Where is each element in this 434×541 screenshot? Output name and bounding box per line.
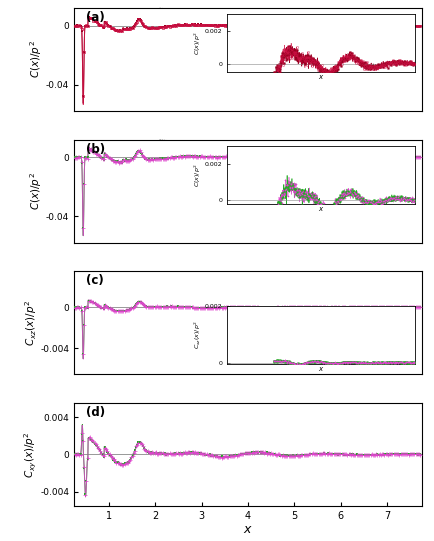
X-axis label: $x$: $x$ xyxy=(243,524,252,537)
Y-axis label: $C(x)/p^2$: $C(x)/p^2$ xyxy=(29,41,44,78)
Y-axis label: $C_{xy}(x)/p^2$: $C_{xy}(x)/p^2$ xyxy=(23,431,39,478)
Text: (b): (b) xyxy=(86,143,105,156)
Text: (d): (d) xyxy=(86,406,105,419)
Y-axis label: $C(x)/p^2$: $C(x)/p^2$ xyxy=(29,172,44,210)
Y-axis label: $C_{xz}(x)/p^2$: $C_{xz}(x)/p^2$ xyxy=(23,300,39,346)
Text: (c): (c) xyxy=(86,274,104,287)
Text: (a): (a) xyxy=(86,11,105,24)
